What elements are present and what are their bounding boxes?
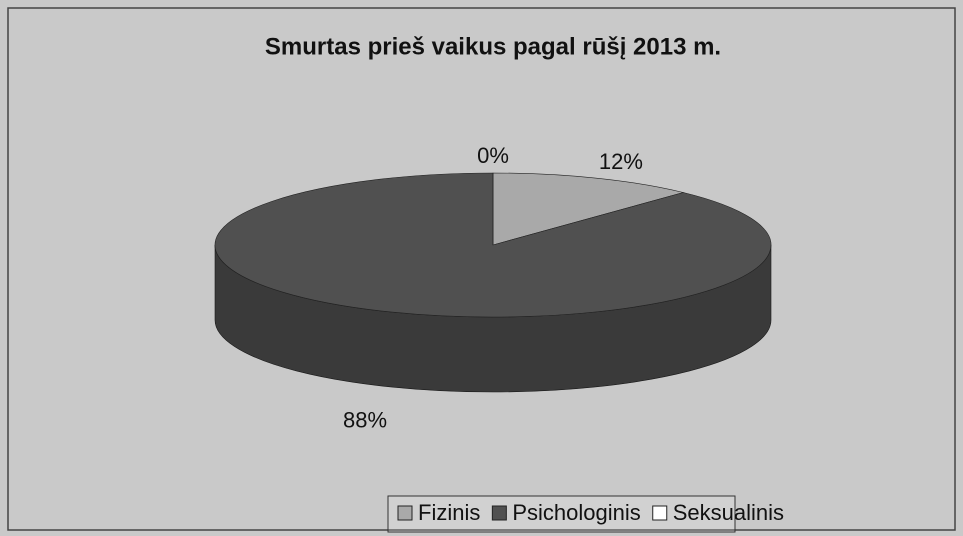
- legend-swatch: [397, 505, 413, 521]
- chart-border: [7, 7, 956, 531]
- legend-label: Seksualinis: [673, 500, 784, 525]
- pie-slice: [492, 172, 685, 246]
- legend-box: [387, 495, 736, 533]
- legend-label: Psichologinis: [512, 500, 640, 525]
- data-label: 12%: [599, 149, 643, 174]
- legend-label: Fizinis: [418, 500, 480, 525]
- data-label: 0%: [477, 143, 509, 168]
- data-label: 88%: [343, 407, 387, 432]
- chart-title: Smurtas prieš vaikus pagal rūšį 2013 m.: [265, 33, 721, 60]
- legend-swatch: [491, 505, 507, 521]
- legend-swatch: [652, 505, 668, 521]
